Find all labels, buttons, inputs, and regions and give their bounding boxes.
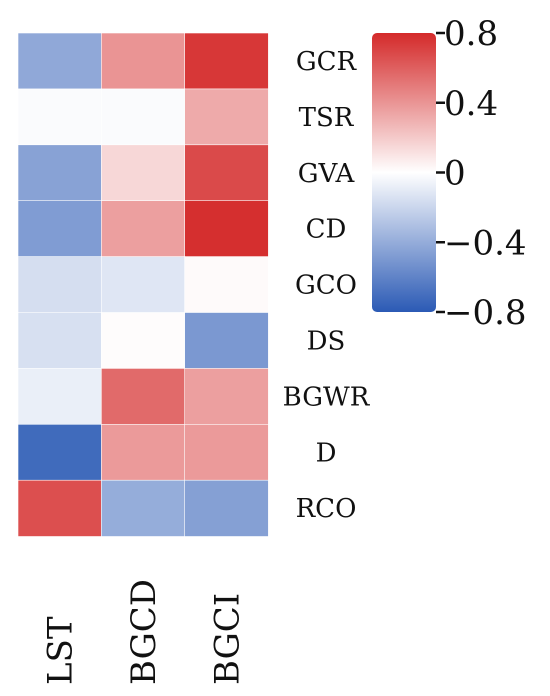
heatmap-cell — [184, 88, 269, 146]
heatmap-cell — [17, 200, 103, 258]
heatmap-cell — [101, 88, 186, 146]
heatmap-cell — [184, 479, 269, 537]
row-label: D — [316, 438, 337, 468]
column-label: LST — [41, 616, 81, 685]
row-label: DS — [307, 326, 346, 356]
colorbar-tick-label: 0.4 — [444, 84, 498, 124]
heatmap-cell — [184, 423, 269, 481]
row-label: TSR — [299, 103, 355, 133]
colorbar-tick-label: −0.8 — [444, 293, 527, 333]
heatmap-cells — [17, 32, 269, 537]
heatmap-cell — [101, 312, 186, 370]
heatmap-cell — [17, 368, 103, 425]
heatmap-cell — [17, 88, 103, 146]
heatmap-cell — [17, 256, 103, 314]
heatmap-cell — [184, 368, 269, 425]
colorbar-ticks: 0.8 0.4 0 −0.4 −0.8 — [436, 14, 527, 333]
colorbar-tick-label: 0.8 — [444, 14, 498, 54]
heatmap-cell — [184, 312, 269, 370]
colorbar: 0.8 0.4 0 −0.4 −0.8 — [372, 14, 527, 333]
heatmap-cell — [101, 423, 186, 481]
column-label: BGCI — [207, 593, 247, 685]
heatmap-cell — [101, 368, 186, 425]
heatmap-cell — [184, 32, 269, 90]
heatmap-cell — [101, 144, 186, 202]
column-labels: LST BGCD BGCI — [41, 579, 248, 685]
heatmap-cell — [17, 32, 103, 90]
heatmap-cell — [184, 256, 269, 314]
colorbar-tick-label: −0.4 — [444, 223, 527, 263]
row-label: GVA — [298, 159, 356, 189]
heatmap-cell — [101, 479, 186, 537]
colorbar-bar — [372, 33, 436, 312]
heatmap-cell — [17, 423, 103, 481]
row-label: CD — [306, 215, 347, 245]
heatmap-cell — [184, 144, 269, 202]
row-label: BGWR — [283, 382, 371, 412]
heatmap-cell — [101, 32, 186, 90]
row-label: GCR — [296, 47, 358, 77]
colorbar-tick-label: 0 — [444, 154, 466, 194]
heatmap-cell — [101, 200, 186, 258]
row-labels: GCR TSR GVA CD GCO DS BGWR D RCO — [283, 47, 371, 524]
column-label: BGCD — [124, 579, 164, 685]
heatmap-cell — [184, 200, 269, 258]
row-label: RCO — [296, 494, 357, 524]
row-label: GCO — [295, 271, 357, 301]
heatmap-cell — [17, 479, 103, 537]
heatmap-cell — [101, 256, 186, 314]
heatmap-cell — [17, 312, 103, 370]
heatmap-cell — [17, 144, 103, 202]
